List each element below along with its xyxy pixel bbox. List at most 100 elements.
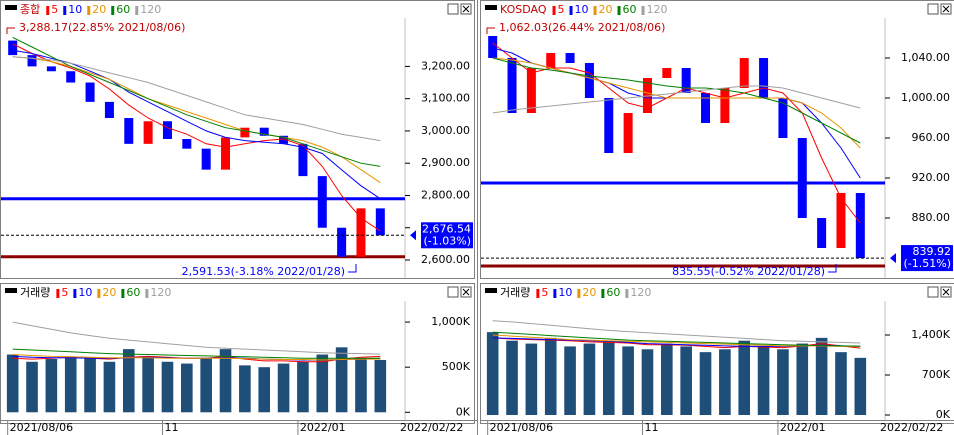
legend-label: 20 <box>582 286 596 299</box>
panel-icon <box>5 288 17 293</box>
legend-label: 60 <box>606 286 620 299</box>
current-price-tag <box>901 245 953 272</box>
legend-label: 120 <box>150 286 171 299</box>
candle-body <box>375 208 385 236</box>
close-icon <box>462 288 470 296</box>
candle-body <box>720 88 730 123</box>
window-button[interactable] <box>447 286 459 298</box>
legend-swatch <box>569 6 573 15</box>
volume-average-line <box>492 334 861 347</box>
panel-icon <box>485 288 497 293</box>
volume-bar <box>122 349 135 413</box>
candle-body <box>66 71 76 83</box>
panel-title: 거래량 <box>500 286 530 299</box>
moving-average-line <box>492 85 861 114</box>
moving-average-line <box>492 57 861 149</box>
window-button[interactable] <box>927 286 939 298</box>
volume-bar <box>277 363 290 413</box>
y-tick-label: 920.00 <box>912 171 951 184</box>
volume-bar <box>316 354 329 413</box>
candle-body <box>681 68 691 93</box>
current-price-arrow <box>890 253 896 264</box>
x-tick-label: 2021/08/06 <box>10 421 73 434</box>
y-tick-label: 500K <box>442 360 471 373</box>
y-tick-label: 2,900.00 <box>421 156 470 169</box>
y-tick-label: 2,600.00 <box>421 253 470 266</box>
candle-body <box>817 218 827 248</box>
volume-average-line <box>492 320 861 344</box>
current-price-label: 2,676.54 <box>422 222 471 235</box>
candle-body <box>836 193 846 248</box>
legend-label: 120 <box>647 3 668 16</box>
panel-title: 거래량 <box>20 286 50 299</box>
candle-body <box>124 118 134 144</box>
candle-body <box>739 58 749 88</box>
legend-label: 20 <box>92 3 106 16</box>
y-tick-label: 0K <box>936 408 951 421</box>
volume-bar <box>757 346 770 415</box>
y-tick-label: 960.00 <box>912 131 951 144</box>
low-note: 835.55(-0.52% 2022/01/28) <box>672 265 825 278</box>
y-tick-label: 1,400K <box>911 328 950 341</box>
legend-label: 5 <box>541 286 548 299</box>
volume-bar <box>622 346 634 415</box>
legend-label: 20 <box>102 286 116 299</box>
x-tick-label: 2021/08/06 <box>490 421 553 434</box>
legend-label: 120 <box>630 286 651 299</box>
y-tick-label: 700K <box>922 368 951 381</box>
candle-body <box>46 66 56 72</box>
legend-swatch <box>553 289 557 298</box>
volume-average-line <box>12 354 381 361</box>
current-price-change: (-1.51%) <box>904 257 952 270</box>
volume-bar <box>335 347 348 413</box>
y-tick-label: 2,800.00 <box>421 188 470 201</box>
moving-average-line <box>492 57 861 144</box>
legend-label: 10 <box>575 3 589 16</box>
volume-bar <box>84 358 96 413</box>
panel-icon <box>5 5 17 10</box>
volume-bar <box>564 346 576 415</box>
current-price-arrow <box>410 230 416 241</box>
candle-body <box>143 121 153 144</box>
close-icon <box>942 288 950 296</box>
legend-label: 10 <box>68 3 82 16</box>
window-button[interactable] <box>447 3 459 15</box>
legend-swatch <box>601 289 605 298</box>
candle-body <box>240 127 250 138</box>
legend-label: 20 <box>599 3 613 16</box>
candle-body <box>259 127 269 136</box>
candle-body <box>221 137 231 170</box>
x-tick-label: 11 <box>164 421 178 434</box>
legend-swatch <box>552 6 556 15</box>
legend-swatch <box>63 6 67 15</box>
volume-bar <box>815 337 828 415</box>
low-note-bracket <box>828 264 837 273</box>
moving-average-line <box>12 36 381 167</box>
high-note-bracket <box>6 27 15 34</box>
volume-average-line <box>12 348 381 359</box>
legend-swatch <box>641 6 645 15</box>
close-icon <box>462 5 470 13</box>
volume-bar <box>796 343 809 415</box>
legend-swatch <box>73 289 77 298</box>
candle-body <box>604 98 614 153</box>
low-note: 2,591.53(-3.18% 2022/01/28) <box>182 265 345 278</box>
panel-frame <box>480 283 954 424</box>
legend-label: 60 <box>116 3 130 16</box>
candle-body <box>337 227 347 257</box>
window-button[interactable] <box>927 3 939 15</box>
legend-label: 5 <box>558 3 565 16</box>
legend-swatch <box>121 289 125 298</box>
current-price-label: 839.92 <box>913 245 952 258</box>
volume-bar <box>641 349 654 415</box>
volume-bar <box>103 361 116 413</box>
x-tick-label: 11 <box>644 421 658 434</box>
volume-bar <box>239 365 251 413</box>
volume-bar <box>486 332 499 415</box>
volume-bar <box>661 343 673 415</box>
low-note-bracket <box>348 264 357 273</box>
moving-average-line <box>12 49 381 200</box>
volume-bar <box>777 349 789 415</box>
volume-bar <box>680 346 692 415</box>
y-tick-label: 1,000.00 <box>901 91 950 104</box>
